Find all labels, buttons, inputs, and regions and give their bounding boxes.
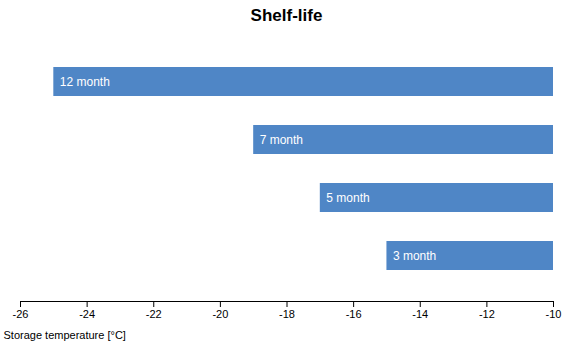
svg-text:-24: -24 xyxy=(79,308,95,320)
svg-text:Storage temperature [°C]: Storage temperature [°C] xyxy=(4,329,126,341)
svg-text:7 month: 7 month xyxy=(260,133,303,147)
svg-text:-20: -20 xyxy=(212,308,228,320)
svg-text:-18: -18 xyxy=(279,308,295,320)
svg-text:-26: -26 xyxy=(13,308,29,320)
svg-text:-22: -22 xyxy=(146,308,162,320)
svg-text:-16: -16 xyxy=(346,308,362,320)
svg-text:12 month: 12 month xyxy=(60,75,110,89)
svg-text:-12: -12 xyxy=(479,308,495,320)
svg-text:-14: -14 xyxy=(412,308,428,320)
svg-text:-10: -10 xyxy=(546,308,562,320)
svg-text:5 month: 5 month xyxy=(326,191,369,205)
html-text:Shelf-life: Shelf-life xyxy=(250,6,323,25)
svg-text:3 month: 3 month xyxy=(393,249,436,263)
